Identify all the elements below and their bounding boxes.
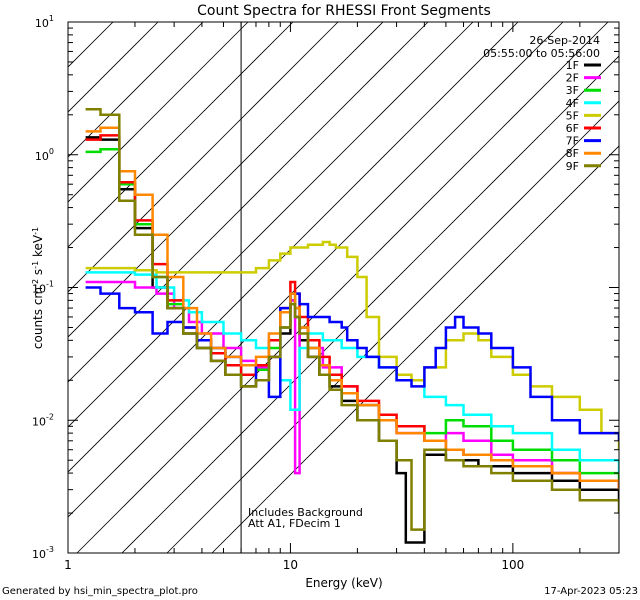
y-tick-label: 100 [35,147,54,163]
y-tick-exponent: 1 [49,14,54,23]
series-6F [85,134,619,490]
y-axis-label: counts cm-2 s-1 keV-1 [31,227,46,349]
series-9F [85,108,619,531]
series-7F [85,286,619,441]
hatch-line [121,55,619,553]
hatch-line [68,22,564,518]
hatch-line [68,22,474,428]
hatch-line [68,22,249,203]
y-tick-exponent: 0 [49,147,54,156]
legend-label-2F: 2F [566,72,579,85]
footer-timestamp: 17-Apr-2023 05:23 [544,586,638,597]
y-axis-label-exp2: -1 [31,261,40,269]
excluded-region-hatch [68,22,619,553]
legend-label-1F: 1F [566,59,579,72]
legend-label-6F: 6F [566,122,579,135]
x-axis-label: Energy (keV) [305,576,382,590]
chart-title: Count Spectra for RHESSI Front Segments [197,3,491,19]
y-axis-label-exp1: -2 [31,279,40,287]
legend-label-8F: 8F [566,147,579,160]
time-range-label: 05:55:00 to 05:56:00 [483,47,600,60]
hatch-line [68,22,294,248]
axis-ticks [67,22,620,554]
y-axis-label-exp3: -1 [31,227,40,235]
hatch-line [76,22,609,553]
hatch-line [68,22,204,158]
y-axis-label-mid: s [31,269,45,279]
x-tick-labels: 1 10 100 [64,558,524,572]
y-tick-base: 10 [32,548,46,561]
legend-label-5F: 5F [566,109,579,122]
y-tick-base: 10 [32,283,46,296]
hatch-line [68,22,159,113]
legend-label-4F: 4F [566,97,579,110]
y-tick-base: 10 [35,17,49,30]
y-axis-label-base: counts cm [31,287,45,349]
footer-generated-by: Generated by hsi_min_spectra_plot.pro [2,586,198,597]
legend-label-7F: 7F [566,135,579,148]
y-tick-base: 10 [32,415,46,428]
date-label: 26-Sep-2014 [529,34,600,47]
series-5F [85,240,619,450]
y-tick-exponent: -1 [46,280,54,289]
legend-label-3F: 3F [566,84,579,97]
y-axis-label-mid2: keV [31,234,45,261]
hatch-line [68,22,384,338]
x-tick-label: 100 [501,558,524,572]
legend-label-9F: 9F [566,160,579,173]
series-4F [85,271,619,474]
y-tick-exponent: -3 [46,545,54,554]
x-tick-label: 1 [64,558,72,572]
series-3F [85,148,619,481]
series-layer [85,108,619,544]
hatch-line [166,100,619,553]
annotation-attenuator: Att A1, FDecim 1 [248,517,341,530]
y-tick-label: 101 [35,14,54,30]
y-tick-label: 10-2 [32,412,54,428]
y-tick-label: 10-3 [32,545,54,561]
hatch-line [68,22,429,383]
hatch-line [68,22,519,473]
x-tick-label: 10 [283,558,298,572]
y-tick-exponent: -2 [46,412,54,421]
series-8F [85,126,619,490]
y-tick-label: 10-1 [32,280,54,296]
annotation-background: Includes Background [248,506,363,519]
y-tick-base: 10 [35,150,49,163]
